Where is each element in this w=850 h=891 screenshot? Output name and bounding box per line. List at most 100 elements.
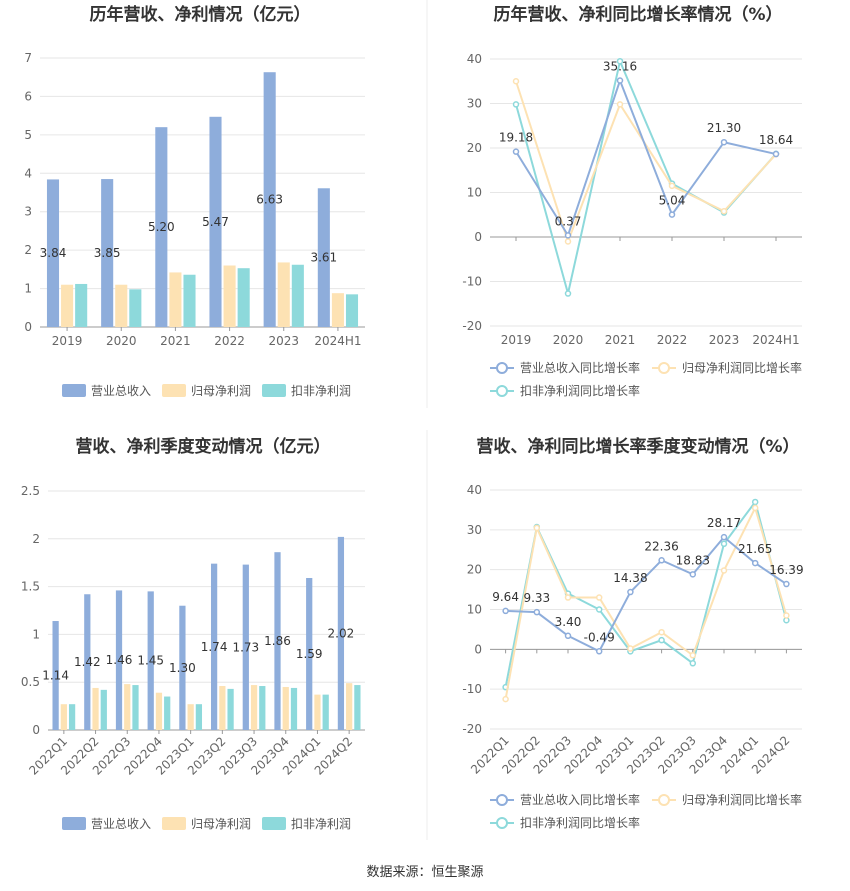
data-label: 0.37 [555,214,582,228]
data-point [616,77,624,84]
y-tick-label: 2 [32,532,40,546]
data-point [751,559,759,567]
bar [223,265,236,327]
y-tick-label: 6 [24,89,32,103]
legend-label: 归母净利润同比增长率 [682,360,802,375]
y-tick-label: 0.5 [21,675,40,689]
legend-marker [496,385,508,397]
data-point [616,57,624,65]
x-tick-label: 2020 [553,333,584,347]
x-tick-label: 2023 [268,334,299,348]
legend-marker [496,817,508,829]
legend-label: 营业总收入同比增长率 [520,360,640,375]
data-label: 1.14 [42,669,69,683]
legend-swatch [162,384,186,397]
bar [115,590,123,730]
y-tick-label: 2.5 [21,484,40,498]
bar [60,704,67,730]
chart-title: 营收、净利同比增长率季度变动情况（%） [476,436,799,457]
bar [164,696,171,730]
legend-marker [496,362,508,374]
data-point [512,78,520,85]
data-point [668,182,676,190]
data-label: 1.74 [201,640,228,654]
bar [227,688,234,730]
data-label: 5.04 [659,194,686,208]
chart-title: 历年营收、净利情况（亿元） [90,4,311,25]
legend-swatch [162,817,186,830]
legend-label: 扣非净利润同比增长率 [520,815,640,830]
legend-label: 归母净利润同比增长率 [682,792,802,807]
series-line [515,77,777,238]
bar [129,289,142,327]
data-label: 1.86 [264,634,291,648]
bar [337,536,345,730]
data-point [564,594,572,601]
data-label: 22.36 [644,539,678,553]
data-point [502,607,509,615]
data-point [502,695,509,703]
data-point [512,101,520,108]
data-point [783,612,790,619]
y-tick-label: 10 [467,186,482,200]
series-line [505,535,787,653]
y-tick-label: 1 [24,282,32,296]
y-tick-label: 1.5 [21,580,40,594]
bar [115,284,128,327]
y-tick-label: 2 [24,243,32,257]
data-label: 9.64 [492,590,519,604]
bar [219,686,226,730]
data-point [668,211,676,218]
bar [46,179,60,327]
legend-label: 营业总收入同比增长率 [520,792,640,807]
data-point [627,645,634,652]
data-label: 14.38 [613,571,647,585]
y-tick-label: -20 [462,722,482,736]
data-point [689,652,697,659]
data-label: 3.84 [40,246,67,260]
bar [209,116,222,327]
data-point [564,238,572,245]
bar [242,564,249,730]
data-point [595,594,603,601]
data-point [689,660,697,667]
bar [263,72,276,328]
x-tick-label: 2023 [709,333,740,347]
data-point [720,207,728,215]
data-point [658,636,665,644]
legend-swatch [62,384,86,397]
data-point [751,498,759,506]
data-point [564,232,572,239]
data-point [533,524,541,532]
x-tick-label: 2022 [214,334,245,348]
legend-label: 扣非净利润 [291,817,351,831]
bar [155,127,168,328]
y-tick-label: 40 [467,483,482,497]
bar [195,704,203,730]
data-point [720,540,728,548]
bar [147,591,154,730]
data-point [720,567,728,574]
source-note: 数据来源：恒生聚源 [366,865,483,880]
y-tick-label: 7 [24,51,32,65]
data-label: 6.63 [256,193,283,207]
data-point [564,290,572,297]
data-label: 9.33 [523,591,550,605]
data-point [533,608,541,616]
series-line [515,57,777,294]
data-point [564,632,572,640]
bar [169,272,182,327]
bar [179,605,186,730]
legend-swatch [262,384,286,397]
y-tick-label: 0 [474,230,482,244]
data-label: 1.45 [137,654,164,668]
data-label: 1.46 [106,653,133,667]
bar [290,687,298,730]
data-point [720,533,728,541]
data-point [658,628,665,636]
y-tick-label: -10 [462,682,482,696]
bar [291,264,304,327]
y-tick-label: -20 [462,319,482,333]
x-tick-label: 2019 [501,333,532,347]
